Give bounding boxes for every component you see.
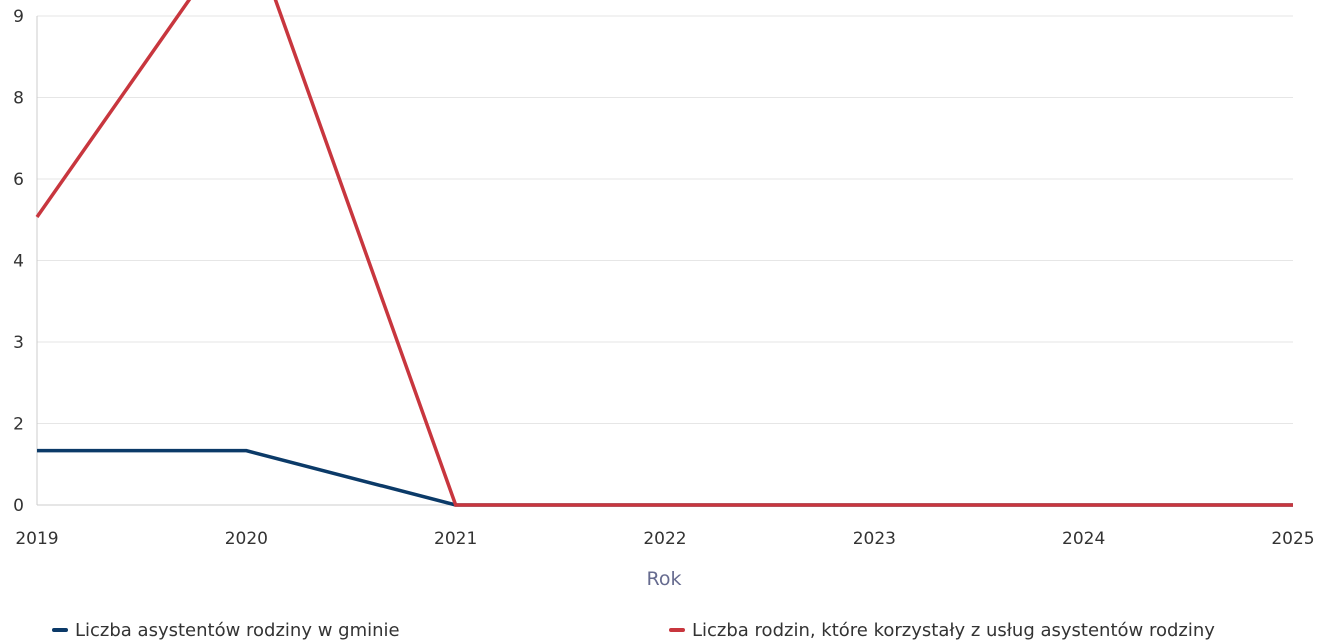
x-tick-label: 2022 xyxy=(643,529,686,549)
series-lines xyxy=(35,0,1293,507)
y-tick-label: 3 xyxy=(13,333,24,353)
y-tick-label: 8 xyxy=(13,89,24,109)
x-tick-label: 2019 xyxy=(15,529,58,549)
legend-item-rodziny[interactable]: Liczba rodzin, które korzystały z usług … xyxy=(669,618,1215,642)
y-axis-ticks: 0 2 3 4 6 8 9 xyxy=(13,7,24,516)
x-tick-label: 2023 xyxy=(853,529,896,549)
x-tick-label: 2021 xyxy=(434,529,477,549)
legend-label-rodziny: Liczba rodzin, które korzystały z usług … xyxy=(692,619,1215,641)
legend-swatch-rodziny xyxy=(669,628,685,632)
legend-item-asystenci[interactable]: Liczba asystentów rodziny w gminie xyxy=(52,618,400,642)
y-tick-label: 9 xyxy=(13,7,24,27)
grid-lines xyxy=(36,15,1293,506)
x-tick-label: 2025 xyxy=(1271,529,1314,549)
y-tick-label: 6 xyxy=(13,170,24,190)
series-line-1[interactable] xyxy=(35,0,1293,507)
x-tick-label: 2024 xyxy=(1062,529,1105,549)
legend-swatch-asystenci xyxy=(52,628,68,632)
y-tick-label: 2 xyxy=(13,415,24,435)
y-tick-label: 0 xyxy=(13,496,24,516)
x-axis-title: Rok xyxy=(647,568,682,590)
x-axis-ticks: 2019 2020 2021 2022 2023 2024 2025 xyxy=(15,529,1314,549)
y-tick-label: 4 xyxy=(13,252,24,272)
series-line-0[interactable] xyxy=(37,448,1293,507)
x-tick-label: 2020 xyxy=(225,529,268,549)
legend-label-asystenci: Liczba asystentów rodziny w gminie xyxy=(75,619,400,641)
